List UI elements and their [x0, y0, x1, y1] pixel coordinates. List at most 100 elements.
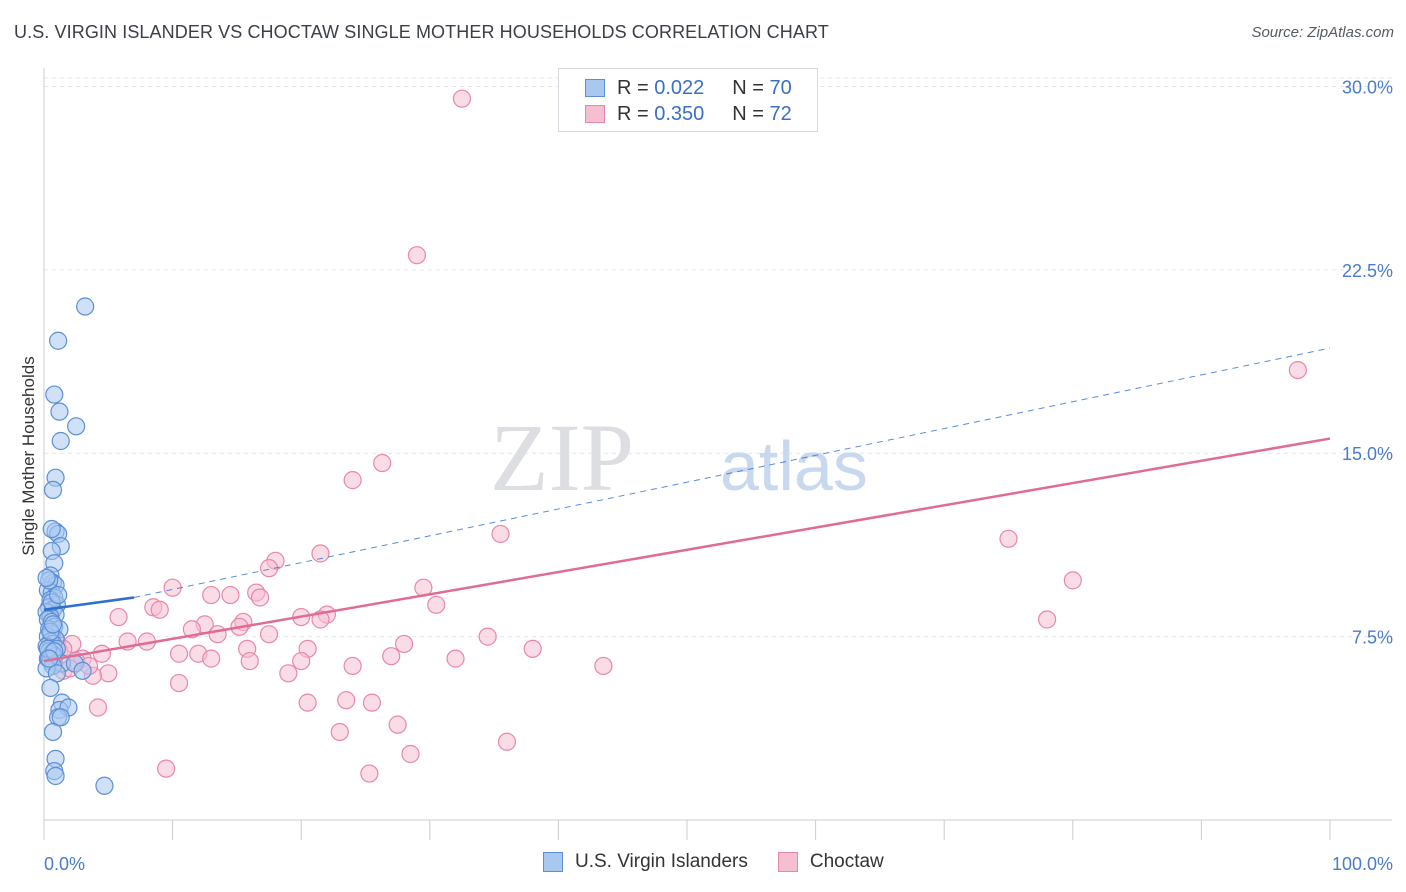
choctaw-point [202, 585, 221, 605]
choctaw-point [1037, 610, 1057, 629]
x-tick-label: 0.0% [44, 854, 85, 874]
virgin-islanders-point [43, 480, 63, 500]
chart-source: Source: ZipAtlas.com [1251, 24, 1394, 41]
grid-lines [44, 77, 1392, 638]
choctaw-point [311, 610, 330, 629]
choctaw-point [259, 625, 279, 644]
axes [43, 68, 1392, 840]
legend-r-value: 0.350 [654, 102, 705, 125]
choctaw-point [382, 647, 401, 666]
y-tick-label: 22.5% [1342, 261, 1393, 281]
virgin-islanders-point [41, 678, 60, 698]
choctaw-point [343, 471, 362, 490]
choctaw-points [45, 89, 1307, 783]
legend-n-value: 70 [769, 76, 792, 99]
y-axis-title: Single Mother Households [19, 356, 38, 555]
virgin-islanders-point [46, 766, 65, 786]
choctaw-point [88, 698, 108, 717]
series-swatch-pink [777, 852, 798, 872]
choctaw-point [394, 634, 414, 654]
choctaw-point [240, 651, 259, 671]
choctaw-point [401, 744, 420, 764]
choctaw-point [99, 664, 118, 683]
virgin-islanders-point [95, 776, 114, 795]
y-tick-label: 7.5% [1352, 628, 1393, 648]
series-legend: U.S. Virgin Islanders Choctaw [543, 851, 914, 873]
watermark: ZIP atlas [490, 404, 868, 511]
choctaw-trend-line [43, 437, 1331, 663]
correlation-legend: R = 0.022 N = 70 R = 0.350 N = 72 [558, 68, 818, 132]
virgin-islanders-point [51, 708, 70, 727]
choctaw-point [362, 693, 382, 712]
chart-title: U.S. VIRGIN ISLANDER VS CHOCTAW SINGLE M… [14, 22, 829, 42]
legend-swatch-pink [585, 105, 605, 123]
choctaw-point [157, 759, 176, 778]
legend-n-label: N = [732, 102, 770, 125]
legend-r-label: R = [617, 76, 655, 99]
virgin-islanders-point [49, 585, 68, 605]
choctaw-point [373, 453, 392, 473]
choctaw-point [343, 656, 362, 676]
choctaw-point [478, 627, 497, 646]
virgin-islanders-point [50, 402, 69, 421]
virgin-islanders-point [51, 431, 70, 451]
choctaw-point [452, 89, 472, 108]
choctaw-point [407, 246, 427, 265]
choctaw-point [330, 722, 349, 742]
choctaw-point [202, 649, 221, 668]
virgin-islanders-point [45, 385, 64, 404]
virgin-islanders-point [43, 722, 63, 742]
choctaw-point [208, 625, 227, 644]
choctaw-point [109, 607, 128, 627]
choctaw-point [337, 691, 356, 710]
choctaw-point [594, 656, 613, 676]
virgin-islanders-point [67, 417, 86, 436]
y-tick-label: 30.0% [1342, 77, 1393, 97]
choctaw-point [999, 529, 1018, 548]
choctaw-point [491, 524, 510, 544]
choctaw-point [221, 585, 240, 605]
choctaw-point [427, 595, 446, 614]
tick-labels: 7.5% 15.0% 22.5% 30.0% 0.0% 100.0% [44, 77, 1393, 874]
virgin-islanders-point [49, 331, 68, 350]
choctaw-point [150, 600, 169, 619]
virgin-islanders-point [42, 519, 61, 539]
series-legend-item-choctaw: Choctaw [777, 851, 884, 873]
choctaw-point [1063, 571, 1082, 590]
legend-row-choctaw: R = 0.350 N = 72 [585, 102, 792, 126]
choctaw-point [250, 588, 270, 607]
legend-n-label: N = [732, 76, 770, 99]
watermark-atlas: atlas [720, 427, 868, 505]
watermark-zip: ZIP [490, 404, 634, 511]
choctaw-point [298, 693, 317, 712]
choctaw-point [259, 559, 279, 578]
series-legend-label: Choctaw [809, 851, 884, 872]
virgin-islanders-point [76, 297, 95, 316]
choctaw-point [446, 649, 465, 668]
y-tick-label: 15.0% [1342, 444, 1393, 464]
virgin-islanders-point [73, 661, 92, 680]
choctaw-point [360, 764, 379, 783]
choctaw-point [523, 639, 542, 658]
virgin-islanders-trend-line [43, 596, 135, 611]
legend-n-value: 72 [769, 102, 792, 125]
series-legend-item-virgin-islanders: U.S. Virgin Islanders [543, 851, 748, 873]
choctaw-point [1288, 360, 1307, 380]
legend-r-value: 0.022 [654, 76, 705, 99]
choctaw-point [388, 715, 407, 734]
legend-row-virgin-islanders: R = 0.022 N = 70 [585, 76, 792, 100]
choctaw-point [169, 644, 189, 663]
choctaw-point [92, 644, 111, 663]
virgin-islanders-point [37, 568, 56, 588]
legend-r-label: R = [617, 102, 655, 125]
choctaw-point [292, 651, 311, 671]
legend-swatch-blue [585, 79, 605, 97]
choctaw-point [311, 544, 330, 563]
choctaw-point [169, 673, 189, 693]
virgin-islanders-points [37, 297, 114, 795]
x-tick-label: 100.0% [1332, 854, 1393, 874]
choctaw-point [497, 732, 517, 751]
series-swatch-blue [543, 852, 563, 872]
virgin-islanders-trend-extension [133, 347, 1331, 598]
